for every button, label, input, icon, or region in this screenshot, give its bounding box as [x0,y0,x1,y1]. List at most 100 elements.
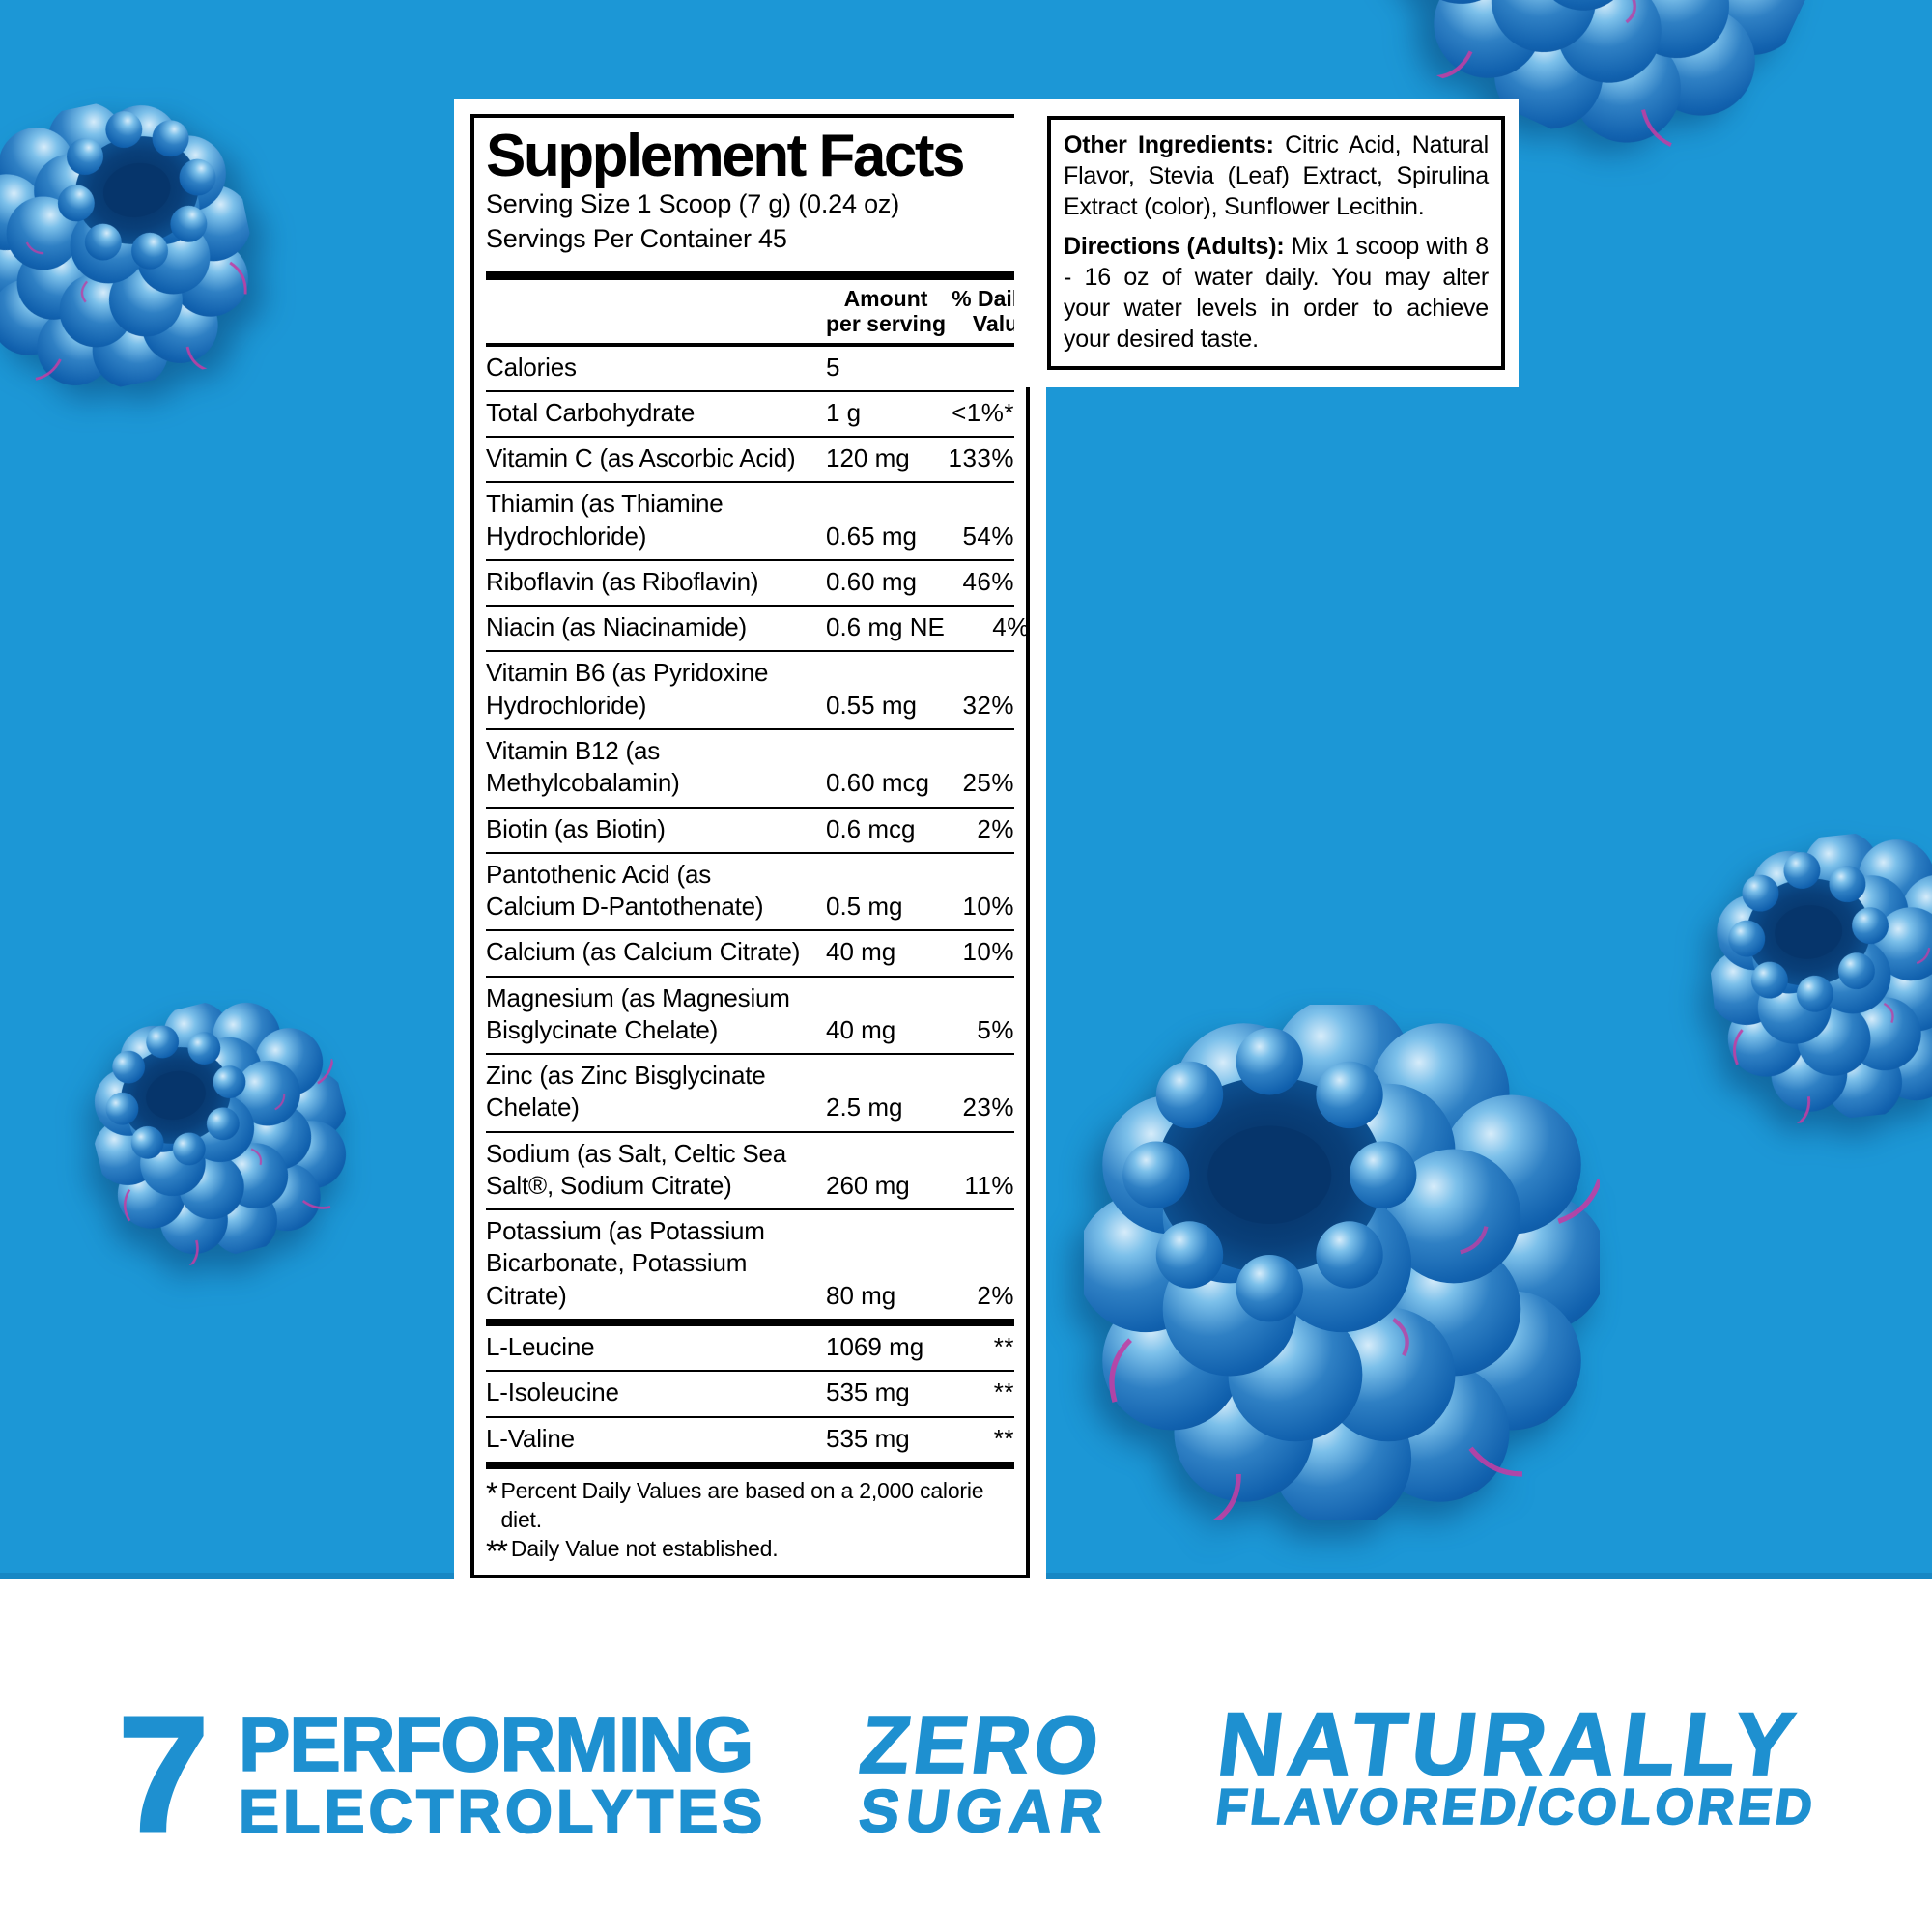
nutrient-name: Biotin (as Biotin) [486,813,666,843]
nutrient-name: Potassium (as Potassium Bicarbonate, Pot… [486,1216,765,1310]
amount-column-header: Amount per serving [826,285,946,336]
nutrient-amount: 120 mg [826,443,910,473]
nutrient-daily-value: 11% [964,1170,1014,1200]
nutrient-daily-value: ** [993,1332,1014,1361]
footnote-text: Daily Value not established. [510,1535,779,1561]
nutrient-amount: 2.5 mg [826,1093,903,1122]
divider-thick [486,1461,1014,1469]
nutrient-amount: 535 mg [826,1423,910,1453]
nutrient-amount: 40 mg [826,1014,896,1044]
asterisk: * [486,1475,498,1511]
nutrient-amount: 535 mg [826,1378,910,1407]
nutrient-amount: 260 mg [826,1170,910,1200]
info-box-panel: Other Ingredients: Citric Acid, Natural … [1014,99,1519,387]
nutrient-name: Vitamin B12 (as Methylcobalamin) [486,736,680,798]
table-row: Vitamin C (as Ascorbic Acid) 120 mg 133% [486,436,1014,481]
supplement-facts-box: Supplement Facts Serving Size 1 Scoop (7… [470,114,1031,1579]
table-row: Calcium (as Calcium Citrate) 40 mg 10% [486,929,1014,975]
nutrient-amount: 0.60 mg [826,566,917,596]
table-row: Magnesium (as Magnesium Bisglycinate Che… [486,975,1014,1054]
nutrient-amount: 0.6 mcg [826,813,916,843]
panel-title: Supplement Facts [486,123,966,189]
nutrient-daily-value: 2% [977,1280,1014,1310]
nutrient-amount: 5 [826,352,840,382]
badge-naturally: NATURALLY [1211,1694,1805,1795]
nutrient-name: Magnesium (as Magnesium Bisglycinate Che… [486,982,790,1044]
nutrient-daily-value: 10% [962,892,1014,922]
other-ingredients: Other Ingredients: Citric Acid, Natural … [1064,129,1489,222]
nutrient-daily-value: 4% [992,612,1030,642]
amino-acid-rows: L-Leucine 1069 mg ** L-Isoleucine 535 mg… [486,1326,1014,1462]
nutrient-amount: 1069 mg [826,1332,924,1361]
badge-electrolytes: ELECTROLYTES [238,1778,767,1846]
nutrient-daily-value: 54% [962,521,1014,551]
badge-performing: PERFORMING [238,1701,754,1787]
nutrient-daily-value: 25% [962,768,1014,798]
nutrient-name: L-Isoleucine [486,1378,619,1407]
nutrient-name: Vitamin B6 (as Pyridoxine Hydrochloride) [486,658,769,720]
nutrient-daily-value: 32% [962,690,1014,720]
nutrient-name: Zinc (as Zinc Bisglycinate Chelate) [486,1061,766,1122]
nutrient-amount: 0.60 mcg [826,768,929,798]
nutrient-amount: 0.6 mg NE [826,612,945,642]
nutrient-name: Total Carbohydrate [486,397,696,427]
directions-text: Mix 1 scoop with 8 - 16 oz of water dail… [1064,233,1489,353]
nutrient-daily-value: <1%* [952,397,1014,427]
nutrient-name: Niacin (as Niacinamide) [486,612,747,642]
nutrient-name: Riboflavin (as Riboflavin) [486,566,759,596]
nutrient-name: Calories [486,352,577,382]
footnote-not-established: ** Daily Value not established. [486,1533,1014,1569]
table-row: Calories 5 [486,347,1014,390]
supplement-facts-panel: Supplement Facts Serving Size 1 Scoop (7… [454,99,1046,1593]
nutrient-amount: 0.55 mg [826,690,917,720]
footnotes: * Percent Daily Values are based on a 2,… [486,1469,1014,1569]
nutrient-daily-value: ** [993,1378,1014,1407]
nutrient-daily-value: 10% [962,937,1014,967]
servings-per-container: Servings Per Container 45 [486,223,787,253]
table-row: Vitamin B12 (as Methylcobalamin) 0.60 mc… [486,728,1014,807]
other-ingredients-text: Citric Acid, Natural Flavor, Stevia (Lea… [1064,131,1489,220]
electrolytes-count: 7 [117,1683,212,1866]
nutrient-daily-value: 46% [962,566,1014,596]
table-row: L-Valine 535 mg ** [486,1415,1014,1462]
footnote-text: Percent Daily Values are based on a 2,00… [500,1477,984,1532]
table-header: Amount per serving % Daily Value [486,280,1031,343]
nutrient-daily-value: 133% [948,443,1014,473]
nutrient-daily-value: 5% [977,1014,1014,1044]
raspberry-illustration [1698,821,1932,1131]
badge-flavored-colored: FLAVORED/COLORED [1212,1778,1821,1836]
nutrient-name: L-Leucine [486,1332,595,1361]
raspberry-illustration [1084,1005,1600,1520]
nutrient-amount: 80 mg [826,1280,896,1310]
nutrient-name: L-Valine [486,1423,575,1453]
nutrient-rows: Calories 5 Total Carbohydrate 1 g <1%* V… [486,347,1029,1319]
nutrient-name: Thiamin (as Thiamine Hydrochloride) [486,489,724,551]
nutrient-amount: 40 mg [826,937,896,967]
table-row: Biotin (as Biotin) 0.6 mcg 2% [486,806,1014,852]
nutrient-amount: 0.65 mg [826,521,917,551]
divider-thick [486,1319,1014,1326]
nutrient-daily-value: 2% [977,813,1014,843]
nutrient-name: Sodium (as Salt, Celtic Sea Salt®, Sodiu… [486,1138,787,1200]
directions-label: Directions (Adults): [1064,233,1285,260]
divider-medium [486,342,1014,347]
table-row: Riboflavin (as Riboflavin) 0.60 mg 46% [486,558,1014,605]
table-row: Potassium (as Potassium Bicarbonate, Pot… [486,1208,1014,1319]
table-row: Sodium (as Salt, Celtic Sea Salt®, Sodiu… [486,1130,1014,1209]
serving-size: Serving Size 1 Scoop (7 g) (0.24 oz) [486,189,900,219]
nutrient-name: Pantothenic Acid (as Calcium D-Pantothen… [486,859,764,922]
table-row: Niacin (as Niacinamide) 0.6 mg NE 4% [486,605,1029,650]
table-row: L-Isoleucine 535 mg ** [486,1370,1014,1415]
nutrient-daily-value: ** [993,1423,1014,1453]
table-row: L-Leucine 1069 mg ** [486,1326,1014,1370]
table-row: Zinc (as Zinc Bisglycinate Chelate) 2.5 … [486,1053,1014,1131]
table-row: Vitamin B6 (as Pyridoxine Hydrochloride)… [486,650,1014,728]
double-asterisk: ** [486,1533,508,1569]
badge-sugar: SUGAR [855,1777,1115,1846]
nutrient-amount: 1 g [826,397,862,427]
footnote-daily-values: * Percent Daily Values are based on a 2,… [486,1477,1014,1535]
info-box: Other Ingredients: Citric Acid, Natural … [1047,116,1505,370]
badge-zero: ZERO [854,1698,1108,1791]
table-row: Thiamin (as Thiamine Hydrochloride) 0.65… [486,481,1014,559]
